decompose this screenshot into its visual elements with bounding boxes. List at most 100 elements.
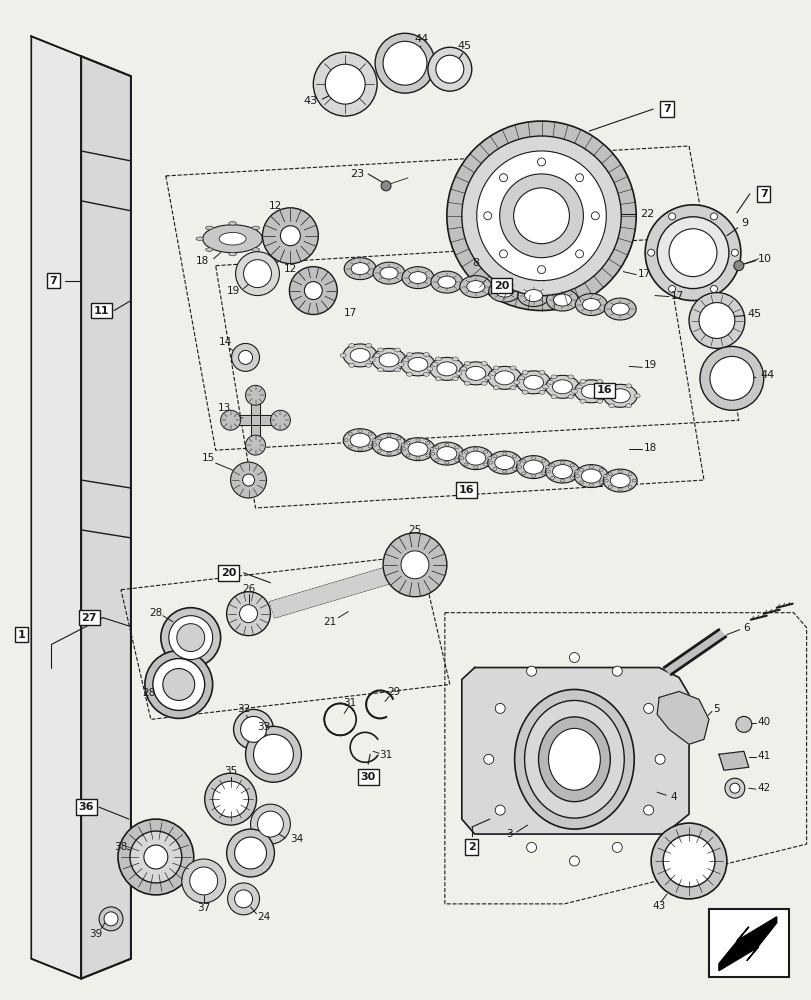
Ellipse shape [229,222,236,225]
Text: 3: 3 [506,829,513,839]
Ellipse shape [251,226,260,230]
Circle shape [537,266,545,274]
Circle shape [427,47,471,91]
Ellipse shape [397,437,401,440]
Circle shape [663,835,714,887]
Ellipse shape [581,469,601,483]
Ellipse shape [371,439,375,442]
Ellipse shape [458,447,492,470]
Circle shape [242,474,254,486]
Ellipse shape [387,452,391,455]
Ellipse shape [573,465,607,488]
Ellipse shape [513,380,519,384]
Text: 29: 29 [387,687,400,697]
Circle shape [169,616,212,660]
Ellipse shape [551,375,556,379]
Ellipse shape [350,433,370,447]
Text: 40: 40 [757,717,770,727]
Text: 28: 28 [142,688,156,698]
Circle shape [245,726,301,782]
Circle shape [724,778,744,798]
Circle shape [495,805,504,815]
Text: 38: 38 [114,842,127,852]
Ellipse shape [579,399,586,403]
Ellipse shape [431,362,437,366]
Circle shape [575,174,583,182]
Ellipse shape [517,466,521,469]
Circle shape [699,346,763,410]
Ellipse shape [550,464,554,467]
Ellipse shape [429,448,433,451]
Ellipse shape [603,479,607,482]
Circle shape [234,890,252,908]
Ellipse shape [195,237,204,240]
Ellipse shape [569,464,573,467]
Text: 5: 5 [713,704,719,714]
Circle shape [280,226,300,246]
Text: 21: 21 [324,617,337,627]
Ellipse shape [512,467,516,470]
Ellipse shape [401,438,435,461]
Text: 10: 10 [757,254,770,264]
Text: 45: 45 [457,41,471,51]
Polygon shape [718,917,776,971]
Text: 32: 32 [237,704,250,714]
Text: 20: 20 [221,568,236,578]
Ellipse shape [435,357,441,361]
Ellipse shape [596,379,602,383]
Ellipse shape [539,390,544,394]
Circle shape [499,250,507,258]
Circle shape [234,709,273,749]
Ellipse shape [397,362,404,366]
Ellipse shape [466,366,485,380]
Ellipse shape [579,379,586,383]
Ellipse shape [608,404,614,408]
Ellipse shape [464,381,470,385]
Circle shape [401,551,428,579]
Ellipse shape [466,451,485,465]
Circle shape [710,213,717,220]
Ellipse shape [576,385,581,389]
Circle shape [245,385,265,405]
Circle shape [230,462,266,498]
Ellipse shape [492,366,499,370]
Circle shape [667,213,675,220]
Ellipse shape [394,348,400,352]
Ellipse shape [372,262,405,284]
Ellipse shape [516,371,550,394]
Text: 7: 7 [663,104,670,114]
Ellipse shape [492,386,499,390]
Ellipse shape [401,448,406,451]
Ellipse shape [489,371,495,375]
Ellipse shape [344,439,348,442]
Text: 44: 44 [760,370,774,380]
Ellipse shape [377,437,380,440]
Ellipse shape [401,353,435,376]
Ellipse shape [425,454,429,457]
Ellipse shape [481,381,487,385]
Text: 39: 39 [89,929,102,939]
Ellipse shape [348,445,352,448]
Circle shape [212,781,248,817]
Text: 8: 8 [472,258,478,268]
Ellipse shape [589,484,593,487]
Text: 34: 34 [290,834,303,844]
Circle shape [645,205,740,301]
Ellipse shape [435,458,439,461]
Ellipse shape [599,394,606,398]
Ellipse shape [514,689,633,829]
Ellipse shape [461,367,466,371]
Circle shape [262,208,318,264]
Ellipse shape [473,448,477,451]
Ellipse shape [524,700,624,818]
Ellipse shape [599,468,603,471]
Ellipse shape [435,377,441,381]
Ellipse shape [575,475,579,478]
Ellipse shape [553,294,571,306]
Ellipse shape [343,429,376,452]
Ellipse shape [516,456,550,479]
Ellipse shape [374,353,380,357]
Ellipse shape [406,372,412,376]
Text: 36: 36 [78,802,94,812]
Ellipse shape [425,441,429,444]
